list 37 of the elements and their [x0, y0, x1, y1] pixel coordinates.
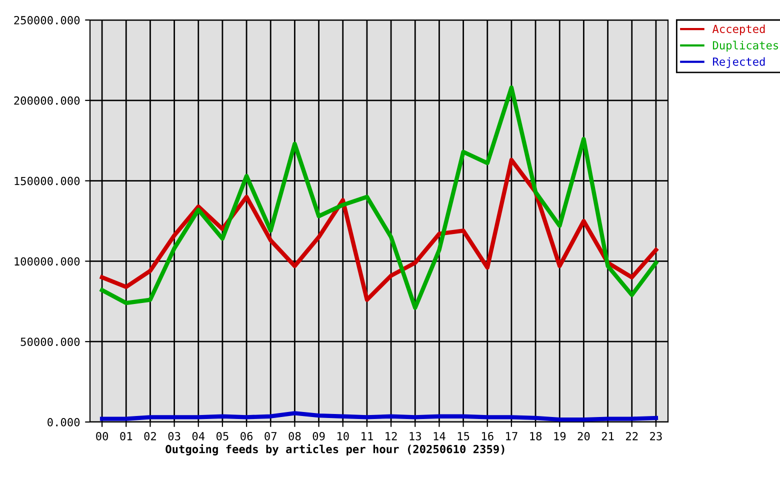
x-tick-label: 05	[216, 432, 228, 440]
x-tick-label: 12	[386, 432, 397, 440]
y-tick-label: 0.000	[48, 418, 80, 426]
x-tick-label: 04	[192, 432, 205, 440]
y-tick-label: 150000.000	[14, 176, 80, 186]
x-tick-label: 16	[482, 432, 494, 440]
x-tick-label: 07	[264, 432, 276, 440]
x-tick-label: 06	[240, 432, 253, 440]
y-tick-label: 200000.000	[14, 96, 80, 105]
y-tick-label: 100000.000	[14, 257, 80, 266]
x-tick-label: 20	[578, 432, 590, 440]
line-series	[100, 85, 658, 310]
line-series	[100, 158, 658, 302]
x-tick-label: 03	[168, 432, 180, 440]
x-tick-label: 13	[410, 432, 421, 440]
x-tick-label: 21	[602, 432, 614, 440]
x-tick-label: 10	[338, 432, 349, 440]
x-tick-label: 14	[434, 432, 446, 440]
x-tick-label: 23	[650, 432, 662, 440]
x-tick-label: 09	[312, 432, 325, 440]
x-tick-label: 08	[288, 432, 301, 440]
x-tick-label: 22	[626, 432, 638, 440]
x-tick-label: 00	[96, 432, 108, 440]
legend-label: Accepted	[712, 24, 765, 36]
y-tick-label: 250000.000	[14, 16, 80, 24]
x-tick-label: 15	[458, 432, 470, 440]
legend-label: Duplicates	[712, 40, 778, 52]
y-tick-label: 50000.000	[20, 338, 80, 346]
x-axis-title: Outgoing feeds by articles per hour (20250610 2359)	[166, 444, 504, 456]
legend-label: Rejected	[713, 57, 765, 68]
x-tick-label: 19	[554, 432, 566, 440]
x-tick-label: 17	[506, 432, 518, 440]
x-tick-label: 18	[530, 432, 542, 440]
x-tick-label: 11	[362, 432, 373, 440]
line-series	[100, 411, 658, 422]
x-tick-label: 02	[144, 432, 156, 440]
x-tick-label: 01	[120, 432, 132, 440]
